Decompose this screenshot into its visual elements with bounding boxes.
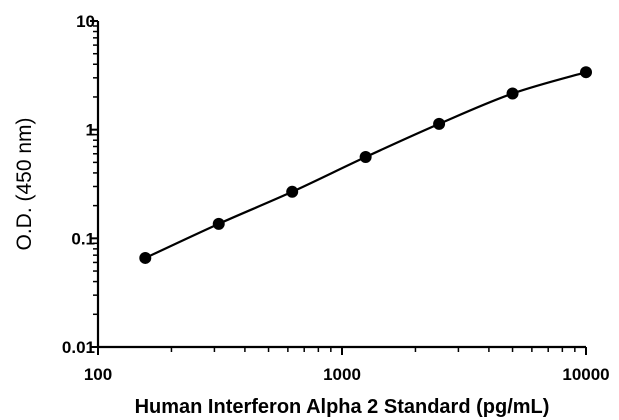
y-tick-label: 1: [86, 121, 95, 140]
x-tick-label: 1000: [323, 365, 361, 384]
x-axis-ticks: 100 1000 10000: [84, 347, 610, 384]
data-point: [580, 66, 592, 78]
data-point: [139, 252, 151, 264]
x-axis-title: Human Interferon Alpha 2 Standard (pg/mL…: [135, 396, 550, 418]
plot-area: 0.01 0.1 1 10 100 1000 10000: [62, 12, 610, 384]
y-axis-ticks: 0.01 0.1 1 10: [62, 12, 98, 357]
fit-curve: [145, 72, 586, 258]
x-tick-label: 100: [84, 365, 112, 384]
data-point: [433, 118, 445, 130]
data-point: [286, 186, 298, 198]
data-point: [213, 218, 225, 230]
y-axis-title: O.D. (450 nm): [13, 117, 36, 250]
data-point: [507, 88, 519, 100]
y-tick-label: 10: [76, 12, 95, 31]
y-tick-label: 0.01: [62, 338, 95, 357]
x-tick-label: 10000: [562, 365, 609, 384]
data-points: [139, 66, 592, 264]
data-point: [360, 151, 372, 163]
y-tick-label: 0.1: [71, 229, 95, 248]
